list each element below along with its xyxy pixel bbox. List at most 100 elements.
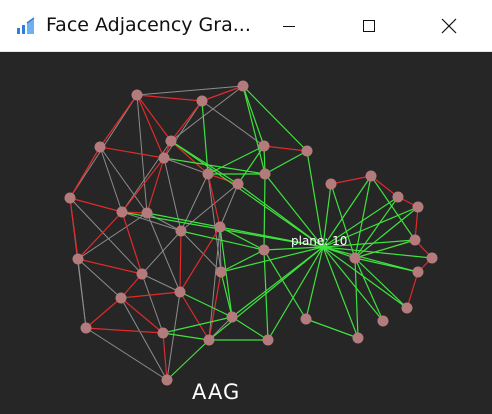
concave-edge	[330, 175, 372, 185]
concave-edge	[414, 206, 419, 241]
face-node[interactable]	[175, 225, 187, 237]
convex-edge	[354, 206, 419, 259]
face-node[interactable]	[301, 145, 313, 157]
convex-edge	[305, 246, 324, 320]
smooth-edge	[166, 291, 181, 381]
face-node[interactable]	[426, 252, 438, 264]
face-node[interactable]	[262, 334, 274, 346]
face-node[interactable]	[80, 322, 92, 334]
face-node[interactable]	[258, 140, 270, 152]
highlight-node-label: plane: 10	[291, 234, 347, 248]
concave-edge	[170, 100, 203, 142]
node-layer	[64, 80, 438, 386]
convex-edge	[263, 246, 324, 251]
graph-canvas[interactable]: plane: 10	[0, 52, 492, 414]
face-node[interactable]	[116, 206, 128, 218]
face-node[interactable]	[161, 374, 173, 386]
face-node[interactable]	[259, 168, 271, 180]
convex-edge	[180, 230, 265, 251]
convex-edge	[166, 339, 210, 381]
face-node[interactable]	[401, 302, 413, 314]
concave-edge	[120, 297, 164, 334]
concave-edge	[162, 332, 168, 381]
face-node[interactable]	[131, 89, 143, 101]
face-node[interactable]	[174, 286, 186, 298]
convex-edge	[306, 150, 324, 248]
face-node[interactable]	[165, 135, 177, 147]
concave-edge	[179, 291, 210, 341]
highlighted-face-node[interactable]	[320, 244, 326, 250]
face-node[interactable]	[136, 268, 148, 280]
face-node[interactable]	[377, 315, 389, 327]
smooth-edge	[201, 100, 265, 147]
convex-edge	[242, 85, 265, 147]
concave-edge	[370, 175, 399, 198]
concave-edge	[77, 258, 143, 275]
title-bar[interactable]: Face Adjacency Gra...	[0, 0, 492, 52]
concave-edge	[136, 94, 203, 102]
face-node[interactable]	[409, 234, 421, 246]
smooth-edge	[120, 297, 168, 381]
convex-edge	[263, 249, 307, 320]
face-node[interactable]	[226, 311, 238, 323]
concave-edge	[201, 85, 244, 102]
convex-edge	[322, 246, 408, 309]
app-chart-icon	[16, 17, 36, 35]
face-node[interactable]	[203, 334, 215, 346]
smooth-edge	[219, 183, 239, 228]
face-node[interactable]	[365, 170, 377, 182]
face-node[interactable]	[237, 80, 249, 92]
face-node[interactable]	[64, 192, 76, 204]
smooth-edge	[141, 273, 164, 334]
convex-edge	[322, 239, 416, 248]
face-node[interactable]	[392, 191, 404, 203]
convex-edge	[264, 173, 324, 248]
face-node[interactable]	[325, 178, 337, 190]
concave-edge	[263, 145, 308, 152]
face-node[interactable]	[349, 252, 361, 264]
concave-edge	[69, 197, 123, 213]
smooth-edge	[85, 327, 168, 381]
minimize-button[interactable]	[266, 0, 312, 52]
face-node[interactable]	[232, 178, 244, 190]
convex-edge	[305, 318, 359, 339]
convex-edge	[179, 291, 233, 318]
smooth-edge	[99, 146, 123, 213]
close-button[interactable]	[426, 0, 472, 52]
face-node[interactable]	[94, 141, 106, 153]
face-node[interactable]	[157, 327, 169, 339]
concave-edge	[99, 94, 138, 148]
convex-edge	[263, 249, 269, 341]
convex-edge	[242, 85, 308, 152]
face-node[interactable]	[72, 253, 84, 265]
face-node[interactable]	[352, 332, 364, 344]
convex-edge	[322, 246, 359, 339]
convex-edge	[322, 183, 332, 248]
face-node[interactable]	[258, 244, 270, 256]
face-node[interactable]	[158, 152, 170, 164]
face-node[interactable]	[141, 207, 153, 219]
concave-edge	[77, 211, 123, 260]
concave-edge	[136, 94, 172, 142]
smooth-edge	[141, 230, 182, 275]
face-node[interactable]	[196, 95, 208, 107]
adjacency-graph[interactable]: plane: 10	[0, 52, 492, 414]
convex-edge	[354, 175, 372, 259]
convex-edge	[322, 246, 384, 322]
face-node[interactable]	[215, 266, 227, 278]
smooth-edge	[121, 211, 182, 232]
maximize-button[interactable]	[346, 0, 392, 52]
concave-edge	[121, 211, 143, 275]
face-node[interactable]	[412, 266, 424, 278]
smooth-edge	[170, 85, 244, 142]
smooth-edge	[163, 157, 209, 175]
face-node[interactable]	[300, 313, 312, 325]
face-node[interactable]	[214, 221, 226, 233]
convex-edge	[322, 246, 356, 259]
face-node[interactable]	[202, 168, 214, 180]
face-node[interactable]	[115, 292, 127, 304]
face-node[interactable]	[412, 201, 424, 213]
convex-edge	[231, 316, 269, 341]
smooth-edge	[180, 230, 222, 273]
